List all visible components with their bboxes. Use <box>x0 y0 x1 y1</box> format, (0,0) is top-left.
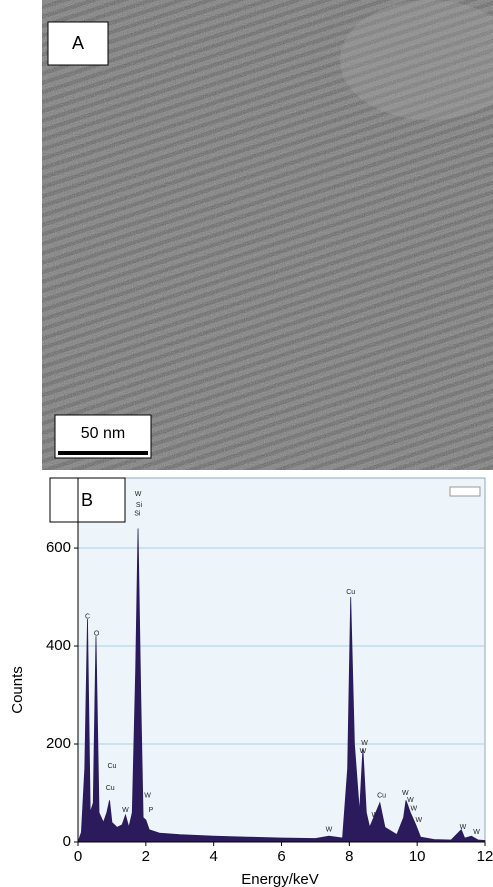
y-tick-label: 200 <box>46 735 71 752</box>
peak-label: W <box>410 806 417 813</box>
spectrum-area <box>77 528 486 843</box>
y-tick-label: 600 <box>46 539 71 556</box>
panel-label: A <box>72 33 84 53</box>
x-tick-label: 2 <box>142 848 150 865</box>
peak-label: W <box>460 824 467 831</box>
scale-bar-box <box>54 414 152 459</box>
x-tick-label: 4 <box>209 848 217 865</box>
x-tick-label: 6 <box>277 848 285 865</box>
peak-label: W <box>416 817 423 824</box>
peak-label: W <box>361 740 368 747</box>
peak-label: Si <box>134 511 141 518</box>
peak-label: Cu <box>106 785 115 792</box>
panel-label-box <box>49 477 126 523</box>
peak-label: Si <box>136 502 143 509</box>
tem-image <box>42 0 493 470</box>
x-tick-label: 0 <box>74 848 82 865</box>
y-axis-label: Counts <box>9 666 26 714</box>
peak-label: O <box>94 631 100 638</box>
peak-label: W <box>402 790 409 797</box>
peak-label: P <box>149 807 154 814</box>
panel-label: B <box>81 490 93 510</box>
x-tick-label: 8 <box>345 848 353 865</box>
peak-label: W <box>326 827 333 834</box>
plot-area <box>77 477 486 843</box>
peak-label: W <box>360 748 367 755</box>
peak-label: Cu <box>346 589 355 596</box>
scale-bar-label: 50 nm <box>81 425 125 442</box>
x-axis-label: Energy/keV <box>241 871 319 887</box>
x-tick-label: 12 <box>477 848 493 865</box>
peak-label: Cu <box>107 763 116 770</box>
peak-label: W <box>473 829 480 836</box>
peak-label: C <box>85 613 90 620</box>
panel-label-box <box>47 21 109 66</box>
x-tick-label: 10 <box>409 848 426 865</box>
peak-label: W <box>371 812 378 819</box>
legend-box <box>449 486 481 497</box>
peak-label: Cu <box>377 792 386 799</box>
peak-label: W <box>144 792 151 799</box>
peak-label: W <box>122 807 129 814</box>
y-tick-label: 400 <box>46 637 71 654</box>
peak-label: W <box>135 491 142 498</box>
y-tick-label: 0 <box>63 833 71 850</box>
scale-bar <box>58 451 148 455</box>
peak-label: W <box>407 797 414 804</box>
